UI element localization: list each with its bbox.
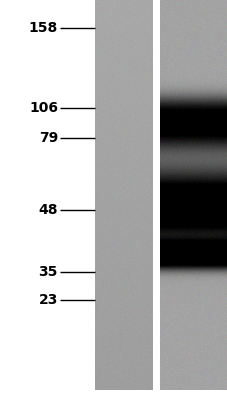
Text: 35: 35 [38,265,58,279]
Bar [152,0,159,390]
Text: 106: 106 [29,101,58,115]
Text: 79: 79 [39,131,58,145]
Bar [0,0,95,400]
Text: 23: 23 [38,293,58,307]
Text: 48: 48 [38,203,58,217]
Text: 158: 158 [29,21,58,35]
